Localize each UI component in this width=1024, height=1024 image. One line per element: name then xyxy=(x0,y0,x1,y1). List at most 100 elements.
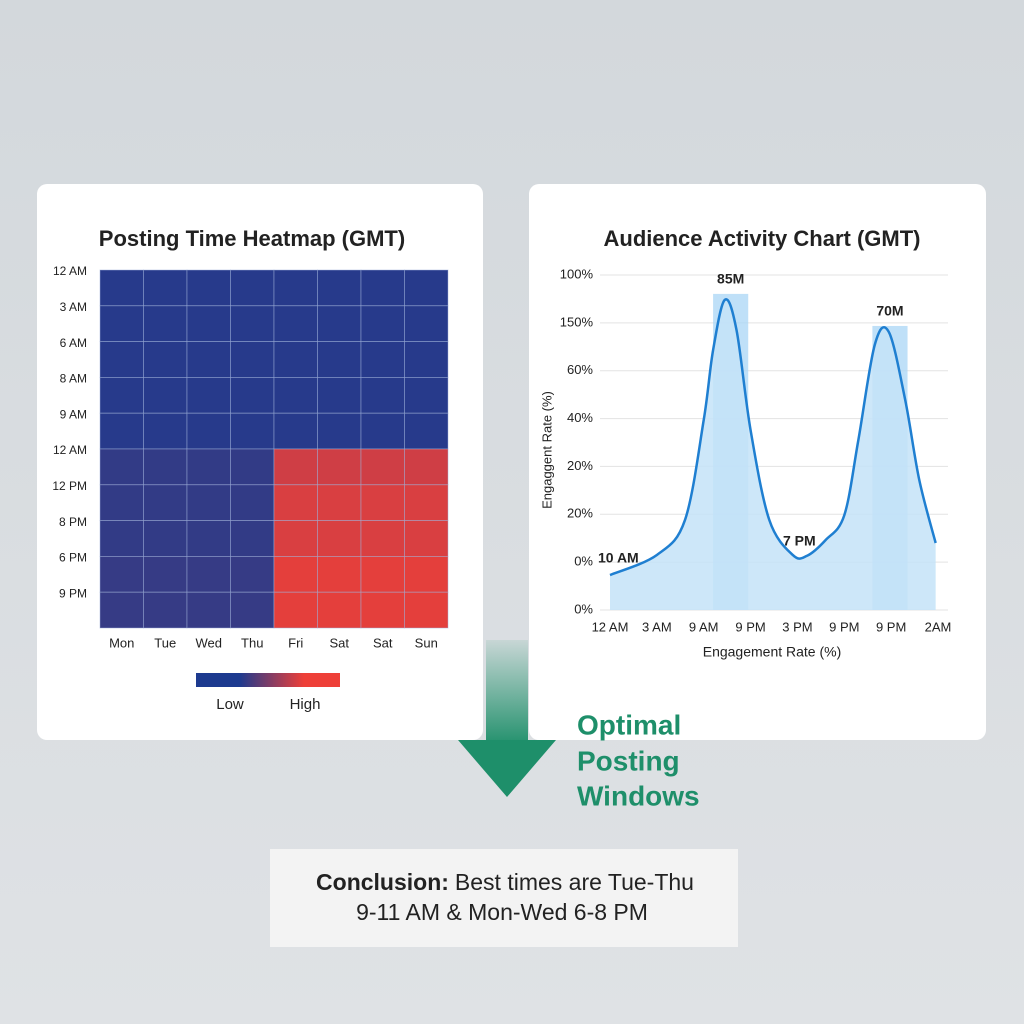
heat-cell xyxy=(404,305,449,342)
heat-cell xyxy=(143,591,188,629)
x-tick-label: 3 AM xyxy=(642,619,672,634)
heat-cell xyxy=(186,376,231,414)
callout: Posting xyxy=(577,745,680,776)
heat-cell xyxy=(143,448,188,486)
x-tick-label: 9 AM xyxy=(689,619,719,634)
heat-cell xyxy=(230,520,275,557)
arrow-stem xyxy=(486,640,528,742)
heat-cell xyxy=(360,484,405,521)
heat-cell xyxy=(143,305,188,342)
heat-cell xyxy=(143,520,188,557)
row-label: 9 PM xyxy=(59,586,87,600)
heat-cell xyxy=(230,484,275,521)
heat-cell xyxy=(317,484,362,521)
heat-cell xyxy=(360,412,405,450)
y-tick-label: 0% xyxy=(574,601,593,616)
heat-cell xyxy=(404,448,449,486)
heat-cell xyxy=(186,520,231,557)
heat-cell xyxy=(186,484,231,521)
heat-cell xyxy=(317,520,362,557)
x-tick-label: 12 AM xyxy=(592,619,629,634)
annotation: 7 PM xyxy=(783,533,816,549)
heat-cell xyxy=(317,412,362,450)
conclusion-text: 9-11 AM & Mon-Wed 6-8 PM xyxy=(356,899,648,925)
heat-cell xyxy=(317,305,362,342)
column-label: Sat xyxy=(329,635,349,650)
heat-cell xyxy=(186,305,231,342)
y-axis-label: Engaggent Rate (%) xyxy=(539,391,554,509)
column-label: Sat xyxy=(373,635,393,650)
heat-cell xyxy=(273,305,318,342)
heat-cell xyxy=(273,520,318,557)
color-scale xyxy=(196,673,340,687)
arrow-head xyxy=(458,740,556,797)
heat-cell xyxy=(143,556,188,593)
heat-cell xyxy=(317,591,362,629)
callout: Windows xyxy=(577,780,700,811)
heat-cell xyxy=(360,341,405,378)
conclusion-line: Conclusion: Best times are Tue-Thu xyxy=(316,869,694,895)
heat-cell xyxy=(360,520,405,557)
conclusion-text: Best times are Tue-Thu xyxy=(455,869,694,895)
heat-cell xyxy=(99,556,144,593)
heat-cell xyxy=(99,448,144,486)
conclusion-label: Conclusion: xyxy=(316,869,449,895)
heat-cell xyxy=(143,341,188,378)
heat-cell xyxy=(360,269,405,307)
heat-cell xyxy=(143,412,188,450)
area xyxy=(610,299,936,610)
row-label: 6 PM xyxy=(59,551,87,565)
heat-cell xyxy=(360,591,405,629)
heat-cell xyxy=(230,591,275,629)
heat-cell xyxy=(230,341,275,378)
y-tick-label: 60% xyxy=(567,362,593,377)
x-axis-label: Engagement Rate (%) xyxy=(703,644,842,660)
heat-cell xyxy=(186,591,231,629)
heat-cell xyxy=(273,591,318,629)
x-tick-label: 9 PM xyxy=(876,619,906,634)
heat-cell xyxy=(404,269,449,307)
heat-cell xyxy=(143,269,188,307)
heat-cell xyxy=(404,341,449,378)
x-tick-label: 9 PM xyxy=(735,619,765,634)
heat-cell xyxy=(404,556,449,593)
y-tick-label: 20% xyxy=(567,506,593,521)
heat-cell xyxy=(317,341,362,378)
heat-cell xyxy=(273,269,318,307)
line xyxy=(609,298,937,577)
heat-cell xyxy=(317,556,362,593)
legend-label: High xyxy=(290,696,321,713)
column-label: Wed xyxy=(196,635,223,650)
chart-title: Posting Time Heatmap (GMT) xyxy=(99,226,405,251)
heat-cell xyxy=(273,376,318,414)
y-tick-label: 0% xyxy=(574,554,593,569)
chart-title: Audience Activity Chart (GMT) xyxy=(604,226,921,251)
row-label: 12 PM xyxy=(52,479,87,493)
y-tick-label: 150% xyxy=(560,314,594,329)
heat-cell xyxy=(404,412,449,450)
heat-cell xyxy=(143,376,188,414)
heat-cell xyxy=(99,412,144,450)
column-label: Mon xyxy=(109,635,134,650)
highlight-label: 70M xyxy=(876,303,903,319)
heat-cell xyxy=(143,484,188,521)
heat-cell xyxy=(404,591,449,629)
heat-cell xyxy=(360,376,405,414)
y-tick-label: 40% xyxy=(567,410,593,425)
highlight-label: 85M xyxy=(717,271,744,287)
row-label: 12 AM xyxy=(53,443,87,457)
heat-cell xyxy=(99,341,144,378)
heat-cell xyxy=(230,556,275,593)
heat-cell xyxy=(99,376,144,414)
x-tick-label: 3 PM xyxy=(782,619,812,634)
legend-label: Low xyxy=(216,696,244,713)
x-tick-label: 9 PM xyxy=(829,619,859,634)
heat-cell xyxy=(404,520,449,557)
column-label: Sun xyxy=(415,635,438,650)
heat-cell xyxy=(99,591,144,629)
heat-cell xyxy=(186,341,231,378)
heat-cell xyxy=(230,305,275,342)
heat-cell xyxy=(99,269,144,307)
heat-cell xyxy=(317,376,362,414)
